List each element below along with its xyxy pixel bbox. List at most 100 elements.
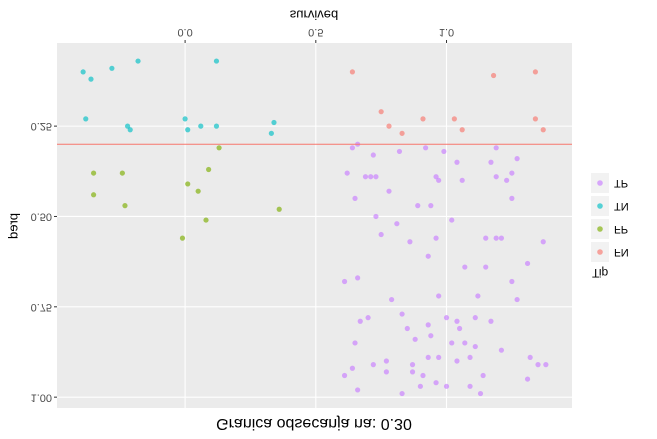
point: [425, 354, 431, 361]
point: [352, 340, 358, 346]
point: [451, 116, 457, 122]
point: [475, 293, 481, 299]
point: [524, 260, 531, 267]
point: [373, 174, 379, 180]
y-tick-label: 0.75: [31, 301, 52, 313]
legend-marker: [597, 226, 603, 232]
point: [399, 130, 405, 136]
point: [483, 264, 489, 270]
point: [368, 174, 374, 180]
point: [370, 362, 376, 368]
point: [454, 159, 460, 165]
point: [88, 76, 94, 82]
point: [182, 116, 188, 122]
y-tick-label: 0.50: [31, 211, 52, 223]
point: [394, 221, 400, 227]
y-axis-label: pred: [5, 213, 20, 239]
point: [467, 354, 473, 361]
point: [535, 362, 541, 368]
point: [441, 148, 447, 155]
point: [420, 116, 426, 122]
x-tick-label: 1.0: [439, 26, 454, 38]
point: [443, 383, 450, 389]
point: [213, 58, 220, 64]
point: [420, 372, 426, 379]
point: [514, 296, 520, 303]
point: [527, 354, 533, 361]
point: [480, 372, 486, 379]
point: [206, 166, 212, 173]
point: [483, 235, 489, 241]
point: [425, 322, 431, 328]
point: [271, 119, 277, 126]
point: [135, 58, 141, 64]
chart-body: Granica odsecanja na: 0.30 survived pred…: [5, 8, 628, 432]
point: [412, 336, 418, 342]
point: [415, 203, 421, 209]
point: [276, 206, 282, 212]
point: [498, 235, 505, 241]
point: [509, 195, 515, 201]
point: [493, 235, 499, 241]
legend-marker: [597, 203, 603, 209]
point: [504, 177, 510, 183]
point: [449, 217, 455, 223]
point: [357, 318, 363, 324]
point: [509, 278, 515, 285]
y-tick-label: 1.00: [31, 391, 52, 403]
point: [449, 340, 455, 346]
point: [349, 69, 356, 75]
point: [472, 343, 478, 350]
point: [433, 174, 439, 180]
point: [407, 239, 413, 245]
legend-label: FN: [614, 246, 629, 258]
point: [122, 203, 128, 209]
point: [373, 213, 379, 220]
point: [90, 170, 97, 176]
x-tick-label: 0.0: [177, 26, 192, 38]
point: [203, 217, 209, 223]
point: [386, 123, 392, 129]
point: [540, 127, 546, 133]
point: [179, 235, 186, 241]
legend-label: FP: [614, 223, 628, 235]
point: [532, 69, 539, 75]
point: [268, 130, 274, 136]
point: [514, 156, 520, 162]
point: [109, 65, 115, 71]
point: [425, 253, 431, 259]
x-tick-label: 0.5: [308, 26, 323, 38]
point: [459, 177, 465, 183]
legend-title: Tip: [592, 266, 609, 280]
point: [540, 239, 546, 245]
point: [524, 376, 531, 382]
point: [119, 170, 125, 176]
point: [493, 145, 499, 151]
point: [409, 362, 416, 368]
point: [454, 318, 460, 324]
point: [344, 170, 350, 176]
point: [386, 188, 392, 194]
point: [423, 145, 429, 151]
point: [498, 347, 505, 353]
legend-label: TP: [614, 177, 628, 189]
point: [365, 315, 371, 321]
point: [493, 174, 499, 180]
point: [124, 123, 131, 129]
chart-title: Granica odsecanja na: 0.30: [216, 415, 412, 432]
point: [349, 365, 356, 371]
legend-label: TN: [614, 200, 629, 212]
point: [213, 123, 220, 129]
point: [456, 325, 463, 332]
point: [436, 293, 442, 299]
y-tick-label: 0.25: [31, 120, 52, 132]
point: [532, 116, 539, 122]
point: [467, 383, 473, 389]
point: [436, 177, 442, 183]
point: [428, 333, 434, 339]
point: [462, 340, 468, 346]
point: [378, 109, 384, 115]
point: [370, 152, 376, 158]
point: [216, 145, 222, 151]
